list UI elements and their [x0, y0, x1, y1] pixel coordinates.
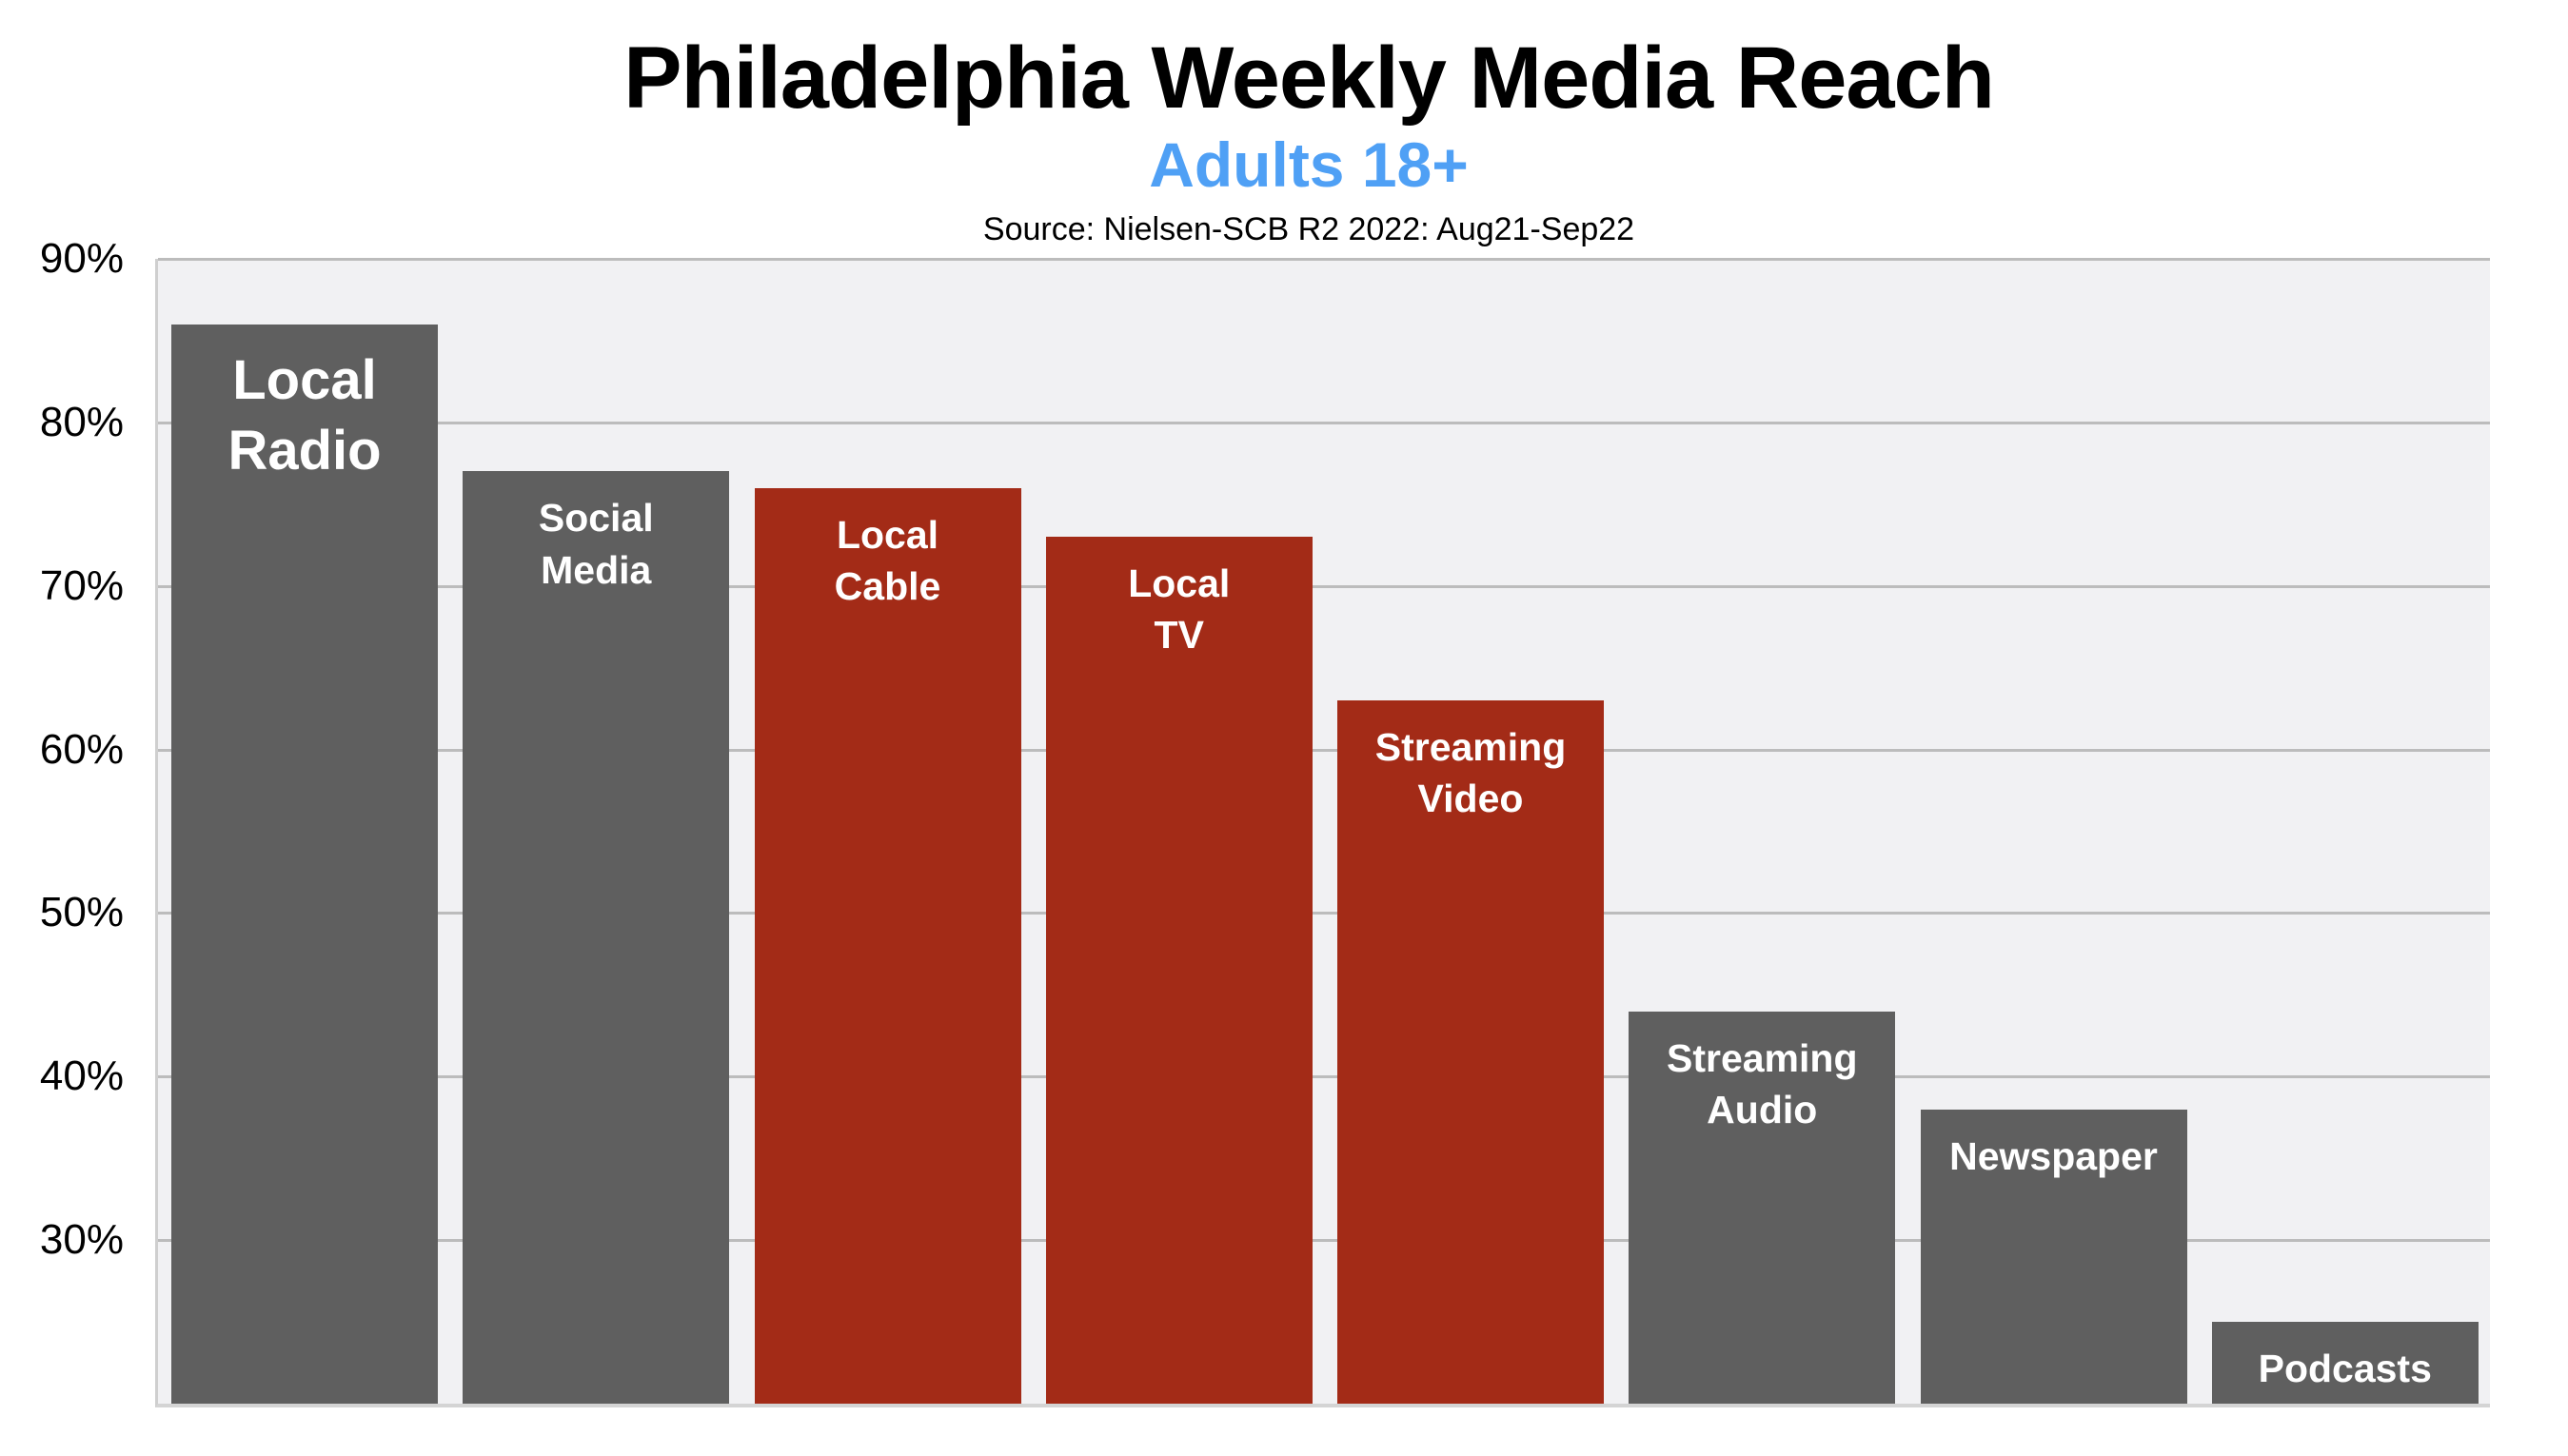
bar-label: Podcasts	[2258, 1347, 2432, 1391]
y-tick-label: 50%	[39, 889, 124, 936]
bar-label: Local Cable	[834, 512, 941, 608]
y-tick-label: 30%	[39, 1216, 124, 1264]
bar-label: Local Radio	[227, 348, 382, 482]
chart-source: Source: Nielsen-SCB R2 2022: Aug21-Sep22	[982, 211, 1635, 247]
gridline	[158, 421, 2490, 424]
gridline	[158, 258, 2490, 261]
y-tick-label: 70%	[39, 561, 124, 609]
bar-streaming-audio: Streaming Audio	[1629, 1011, 1896, 1404]
bar-local-cable: Local Cable	[754, 487, 1021, 1404]
chart-title: Philadelphia Weekly Media Reach	[623, 30, 1995, 127]
bar-local-tv: Local TV	[1045, 537, 1313, 1404]
chart-subtitle: Adults 18+	[1149, 129, 1469, 200]
gridline	[158, 1075, 2490, 1079]
bar-local-radio: Local Radio	[171, 324, 438, 1404]
gridline	[158, 584, 2490, 588]
gridline	[158, 748, 2490, 752]
plot-area: Local Radio Social Media Local Cable Local …	[155, 258, 2490, 1407]
bar-social-media: Social Media	[463, 471, 730, 1404]
y-tick-label: 80%	[39, 398, 124, 445]
bar-newspaper: Newspaper	[1920, 1109, 2187, 1404]
bar-label: Newspaper	[1949, 1133, 2158, 1178]
bar-podcasts: Podcasts	[2211, 1322, 2479, 1404]
bar-label: Streaming Video	[1374, 725, 1567, 821]
y-tick-label: 40%	[39, 1053, 124, 1100]
y-tick-label: 60%	[39, 725, 124, 773]
bar-label: Streaming Audio	[1667, 1035, 1858, 1131]
gridline	[158, 1239, 2490, 1243]
gridline	[158, 912, 2490, 915]
bar-label: Social Media	[538, 496, 654, 592]
y-tick-label: 90%	[39, 235, 124, 282]
bar-streaming-video: Streaming Video	[1337, 700, 1604, 1404]
bar-label: Local TV	[1128, 561, 1231, 658]
